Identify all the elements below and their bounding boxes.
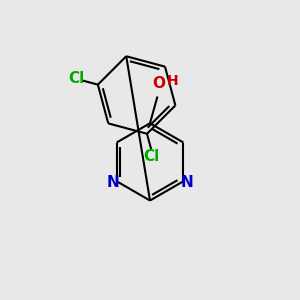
Text: Cl: Cl [143, 149, 159, 164]
Text: N: N [106, 175, 119, 190]
Text: H: H [167, 74, 178, 88]
Text: N: N [181, 175, 194, 190]
Text: O: O [152, 76, 165, 91]
Text: Cl: Cl [68, 71, 84, 86]
